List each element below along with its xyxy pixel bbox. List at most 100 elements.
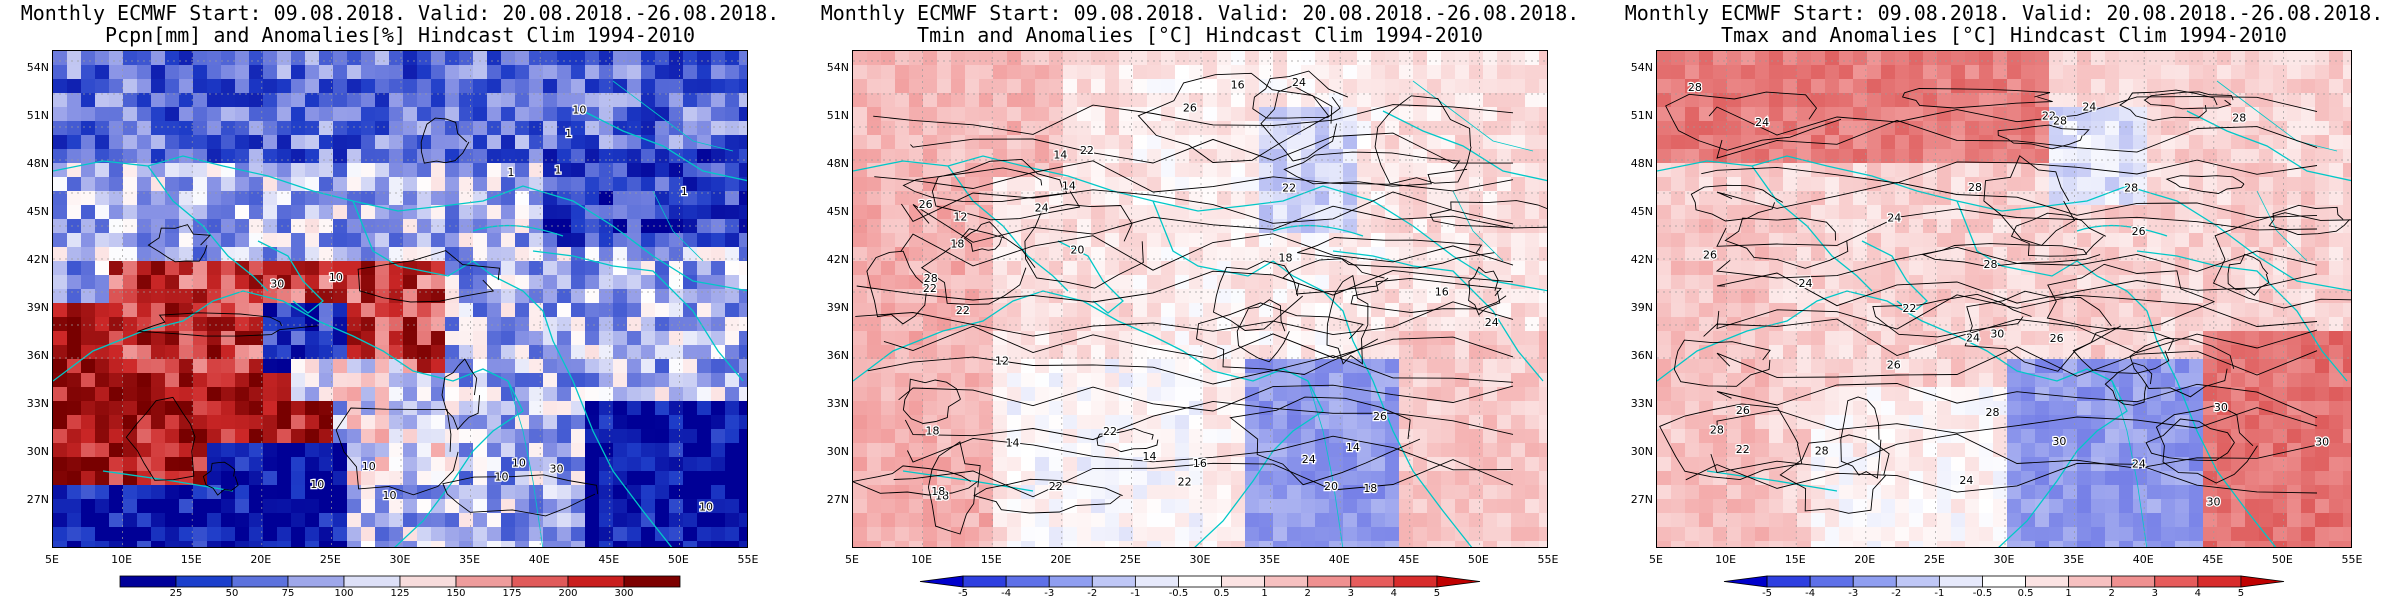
- contour-label: 1: [508, 166, 515, 179]
- contour-label: 26: [1703, 248, 1717, 261]
- colorbar-swatch: [1005, 575, 1050, 588]
- lon-tick-label: 15E: [180, 553, 202, 566]
- graticule: [853, 51, 1547, 547]
- contour-label: 26: [1736, 404, 1750, 417]
- tmax-panel: Monthly ECMWF Start: 09.08.2018. Valid: …: [1625, 0, 2384, 600]
- lat-tick-label: 33N: [1630, 397, 1653, 410]
- tmin-map: 14 14 14 18 12 12 14 16 18 16 14 16 24 22 20 22 26 22 22 18…: [852, 50, 1548, 548]
- contour-label: 22: [1049, 480, 1063, 493]
- lat-tick-label: 27N: [826, 493, 849, 506]
- anomaly-shading: [1657, 51, 2351, 547]
- colorbar-label: -4: [1805, 588, 1816, 599]
- colorbar-label: 200: [558, 588, 578, 599]
- colorbar-swatch: [1048, 575, 1093, 588]
- lat-tick-label: 48N: [26, 157, 49, 170]
- contour-label: 18: [935, 489, 949, 502]
- lat-tick-label: 36N: [1630, 349, 1653, 362]
- contour-label: 24: [1485, 316, 1499, 329]
- colorbar-label: 1: [2065, 588, 2072, 599]
- lon-tick-label: 50E: [2271, 553, 2293, 566]
- colorbar-swatch: [962, 575, 1007, 588]
- lat-tick-label: 33N: [826, 397, 849, 410]
- colorbar-swatch: [287, 575, 345, 588]
- colorbar-label: 175: [502, 588, 522, 599]
- lat-tick-label: 36N: [26, 349, 49, 362]
- graticule: [1657, 51, 2351, 547]
- lon-tick-label: 25E: [1923, 553, 1945, 566]
- panel-title-line1: Monthly ECMWF Start: 09.08.2018. Valid: …: [1624, 1, 2384, 25]
- lon-tick-label: 50E: [1467, 553, 1489, 566]
- lat-tick-label: 48N: [1630, 157, 1653, 170]
- contour-label: 18: [926, 424, 940, 437]
- contour-label: 24: [2132, 457, 2146, 470]
- colorbar-label: -3: [1044, 588, 1055, 599]
- colorbar-swatch: [511, 575, 569, 588]
- colorbar-label: -1: [1934, 588, 1945, 599]
- contour-label: 22: [1902, 302, 1916, 315]
- lat-tick-label: 30N: [26, 445, 49, 458]
- lat-tick-label: 30N: [826, 445, 849, 458]
- colorbar-label: 0.5: [1213, 588, 1230, 599]
- colorbar-label: -2: [1891, 588, 1902, 599]
- colorbar-swatch: [1134, 575, 1179, 588]
- colorbar-swatch: [399, 575, 457, 588]
- colorbar-label: 0.5: [2017, 588, 2034, 599]
- lon-tick-label: 30E: [1993, 553, 2015, 566]
- lat-tick-label: 42N: [26, 253, 49, 266]
- panel-title-line2: Pcpn[mm] and Anomalies[%] Hindcast Clim …: [104, 23, 695, 47]
- contour-label: 14: [1346, 441, 1360, 454]
- lon-tick-label: 5E: [45, 553, 59, 566]
- graticule: [53, 51, 747, 547]
- colorbar-swatch: [1307, 575, 1352, 588]
- colorbar-label: 50: [225, 588, 239, 599]
- contour-label: 22: [1080, 144, 1094, 157]
- contour-label: 18: [950, 238, 964, 251]
- lat-tick-label: 27N: [1630, 493, 1653, 506]
- colorbar-swatch: [1221, 575, 1266, 588]
- lon-tick-label: 40E: [528, 553, 550, 566]
- colorbar-swatch: [343, 575, 401, 588]
- colorbar-label: 100: [334, 588, 354, 599]
- lon-tick-label: 15E: [980, 553, 1002, 566]
- contour-label: 28: [924, 272, 938, 285]
- contour-label: 24: [1302, 453, 1316, 466]
- lat-tick-label: 51N: [26, 109, 49, 122]
- coastline-layer: [53, 80, 747, 547]
- contour-label: 10: [383, 489, 397, 502]
- lon-tick-label: 10E: [911, 553, 933, 566]
- lon-tick-label: 55E: [1537, 553, 1559, 566]
- colorbar-label: 4: [1390, 588, 1398, 599]
- colorbar-swatch: [1982, 575, 2026, 588]
- colorbar-label: 5: [1433, 588, 1441, 599]
- contour-label: 14: [1006, 436, 1020, 449]
- contour-label: 10: [512, 457, 526, 470]
- contour-label: 16: [1231, 78, 1245, 91]
- colorbar-label: -1: [1130, 588, 1141, 599]
- lat-tick-label: 51N: [826, 109, 849, 122]
- colorbar-label: 1: [1261, 588, 1268, 599]
- contour-label: 12: [995, 355, 1009, 368]
- contour-label: 22: [1103, 425, 1117, 438]
- colorbar-label: 125: [390, 588, 410, 599]
- colorbar-swatch: [1723, 575, 1768, 588]
- precip-map: 10 10 10 30 30 10 10 1 10 1 1 10 1 10: [52, 50, 748, 548]
- contour-label-layer: 2424242624262822222430282422283026282426…: [1687, 80, 2331, 510]
- lon-tick-label: 20E: [250, 553, 272, 566]
- colorbar-swatch: [2240, 575, 2285, 588]
- colorbar-swatch: [119, 575, 177, 588]
- contour-label: 26: [1373, 410, 1387, 423]
- colorbar-swatch: [175, 575, 233, 588]
- lon-tick-label: 5E: [845, 553, 859, 566]
- contour-label-layer: 14 14 14 18 12 12 14 16 18 16 14 16 24 22 20 22 26 22 22 18…: [917, 75, 1500, 504]
- colorbar-label: -2: [1087, 588, 1098, 599]
- contour-label: 24: [1966, 331, 1980, 344]
- colorbar-swatch: [1809, 575, 1854, 588]
- lon-tick-label: 20E: [1854, 553, 1876, 566]
- contour-lines: [853, 70, 1547, 535]
- contour-label: 28: [1710, 424, 1724, 437]
- contour-label: 24: [1292, 76, 1306, 89]
- contour-label: 18: [1363, 482, 1377, 495]
- contour-label: 14: [1053, 149, 1067, 162]
- colorbar-swatch: [1938, 575, 1983, 588]
- lon-tick-label: 40E: [2132, 553, 2154, 566]
